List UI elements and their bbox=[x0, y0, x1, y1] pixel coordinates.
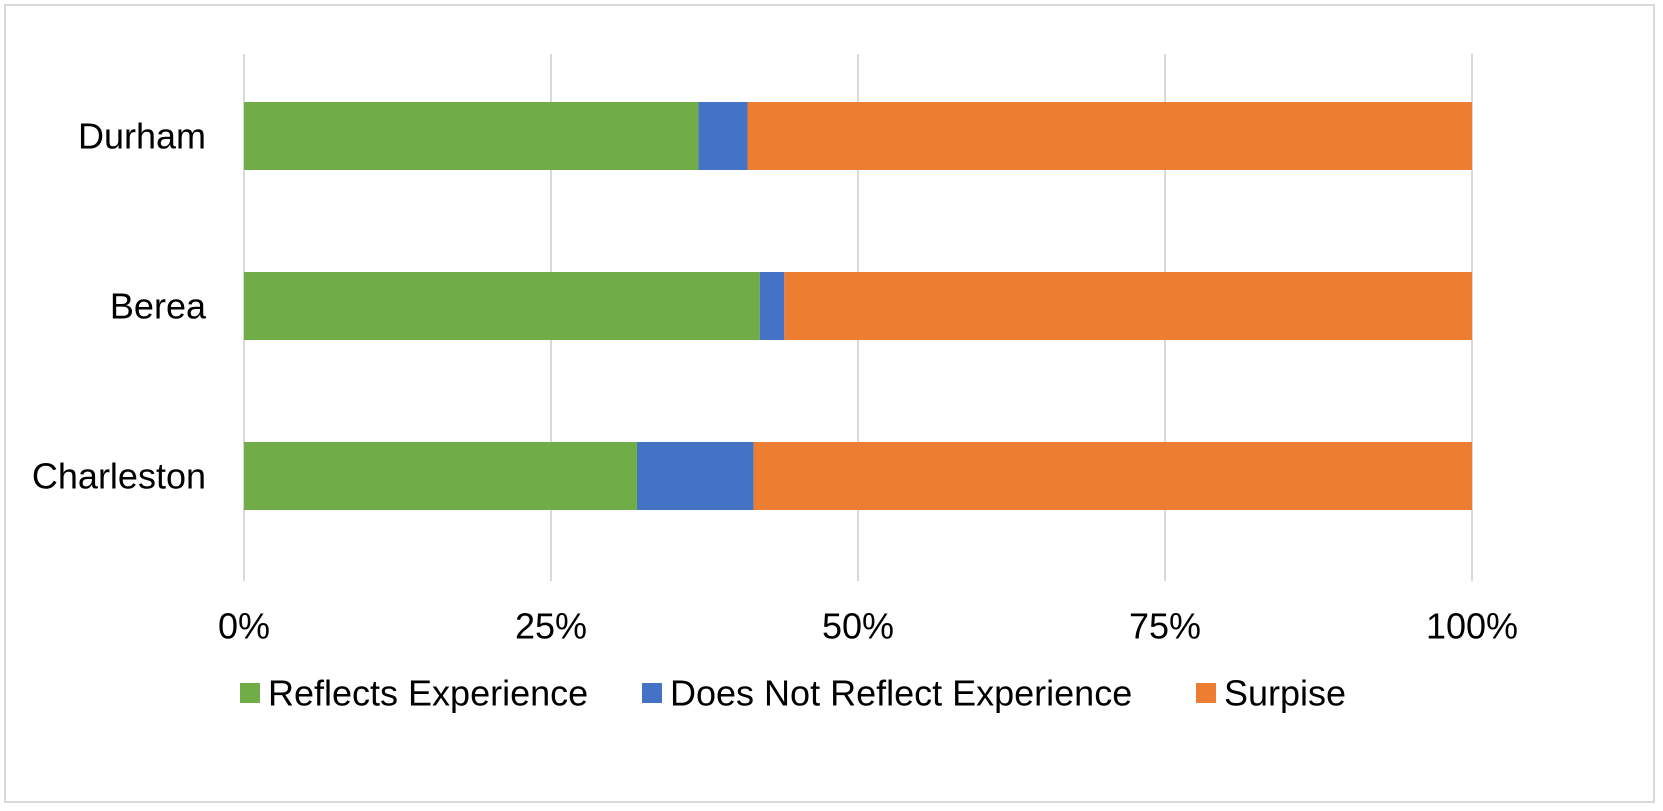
bar-charleston-reflects-experience bbox=[244, 442, 637, 510]
bar-durham-reflects-experience bbox=[244, 102, 699, 170]
x-tick-labels: 0% 25% 50% 75% 100% bbox=[218, 606, 1518, 647]
legend-label-reflects-experience: Reflects Experience bbox=[268, 673, 588, 714]
x-tick-label-100pct: 100% bbox=[1426, 606, 1518, 647]
bar-charleston-surpise bbox=[753, 442, 1472, 510]
x-tick-label-75pct: 75% bbox=[1129, 606, 1201, 647]
legend-swatch-reflects-experience bbox=[240, 683, 260, 703]
bar-berea-surpise bbox=[784, 272, 1472, 340]
legend-item-surpise: Surpise bbox=[1196, 673, 1346, 714]
legend-item-does-not-reflect-experience: Does Not Reflect Experience bbox=[642, 673, 1132, 714]
stacked-bar-chart: Durham Berea Charleston 0% 25% 50% 75% 100% Re… bbox=[32, 54, 1518, 714]
category-labels: Durham Berea Charleston bbox=[32, 116, 207, 497]
legend: Reflects Experience Does Not Reflect Expe… bbox=[240, 673, 1346, 714]
bar-durham-does-not-reflect-experience bbox=[698, 102, 748, 170]
bars bbox=[244, 102, 1472, 510]
chart-frame: Durham Berea Charleston 0% 25% 50% 75% 100% Re… bbox=[4, 4, 1655, 803]
bar-berea-reflects-experience bbox=[244, 272, 760, 340]
category-label-charleston: Charleston bbox=[32, 456, 206, 497]
bar-durham-surpise bbox=[747, 102, 1472, 170]
legend-swatch-surpise bbox=[1196, 683, 1216, 703]
legend-item-reflects-experience: Reflects Experience bbox=[240, 673, 588, 714]
legend-swatch-does-not-reflect-experience bbox=[642, 683, 662, 703]
bar-charleston-does-not-reflect-experience bbox=[636, 442, 754, 510]
category-label-durham: Durham bbox=[78, 116, 206, 157]
legend-label-surpise: Surpise bbox=[1224, 673, 1346, 714]
x-tick-label-0pct: 0% bbox=[218, 606, 270, 647]
x-tick-label-50pct: 50% bbox=[822, 606, 894, 647]
legend-label-does-not-reflect-experience: Does Not Reflect Experience bbox=[670, 673, 1132, 714]
bar-berea-does-not-reflect-experience bbox=[759, 272, 785, 340]
category-label-berea: Berea bbox=[110, 286, 207, 327]
x-tick-label-25pct: 25% bbox=[515, 606, 587, 647]
